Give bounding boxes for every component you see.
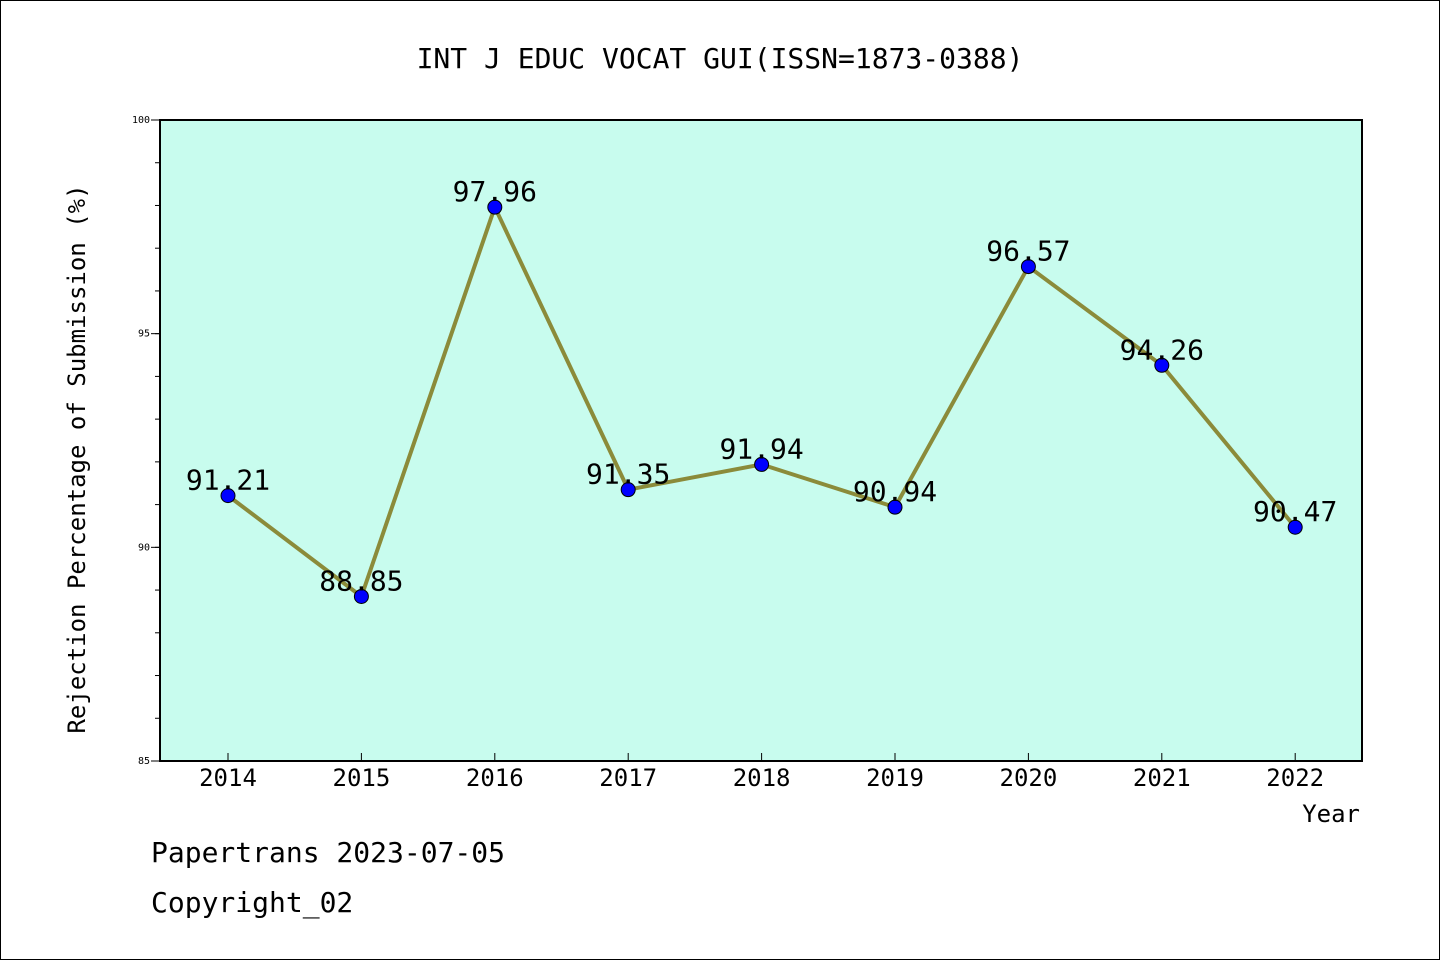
y-axis: 85 90 95 100 (132, 115, 160, 767)
x-axis: 2014 2015 2016 2017 2018 2019 2020 2021 2022 (199, 753, 1324, 792)
data-label: 91.35 (586, 458, 670, 491)
x-tick-label: 2014 (199, 764, 257, 792)
x-tick-label: 2018 (733, 764, 791, 792)
data-label: 97.96 (453, 175, 537, 208)
series-line-group (220, 199, 1303, 604)
data-label: 90.94 (853, 475, 937, 508)
data-label: 91.21 (186, 464, 270, 497)
footer-date: Papertrans 2023-07-05 (151, 836, 506, 869)
x-tick-label: 2021 (1133, 764, 1191, 792)
x-tick-label: 2016 (466, 764, 524, 792)
x-tick-label: 2022 (1266, 764, 1324, 792)
data-point (1287, 519, 1303, 535)
y-tick-label: 90 (138, 542, 150, 553)
y-tick-label: 95 (138, 329, 150, 340)
data-label: 96.57 (986, 235, 1070, 268)
data-label: 88.85 (319, 564, 403, 597)
y-tick-label: 100 (132, 115, 150, 126)
x-tick-label: 2017 (599, 764, 657, 792)
data-point (754, 456, 770, 472)
data-label: 90.47 (1253, 495, 1337, 528)
data-point (220, 488, 236, 504)
data-label: 94.26 (1120, 333, 1204, 366)
data-labels-group: 91.21 88.85 97.96 91.35 91.94 90.94 96.57 94.26… (186, 175, 1337, 597)
data-point (620, 482, 636, 498)
chart-title: INT J EDUC VOCAT GUI(ISSN=1873-0388) (417, 42, 1024, 75)
x-tick-label: 2015 (333, 764, 391, 792)
footer-copyright: Copyright_02 (151, 886, 354, 919)
plot-area (159, 119, 1363, 762)
y-tick-label: 85 (138, 756, 150, 767)
data-point (1020, 259, 1036, 275)
data-point (887, 499, 903, 515)
x-tick-label: 2019 (866, 764, 924, 792)
x-axis-label: Year (1302, 800, 1360, 828)
y-axis-label: Rejection Percentage of Submission (%) (63, 184, 91, 733)
data-point (353, 588, 369, 604)
data-point (487, 199, 503, 215)
x-tick-label: 2020 (1000, 764, 1058, 792)
data-point (1154, 357, 1170, 373)
data-label: 91.94 (719, 432, 803, 465)
